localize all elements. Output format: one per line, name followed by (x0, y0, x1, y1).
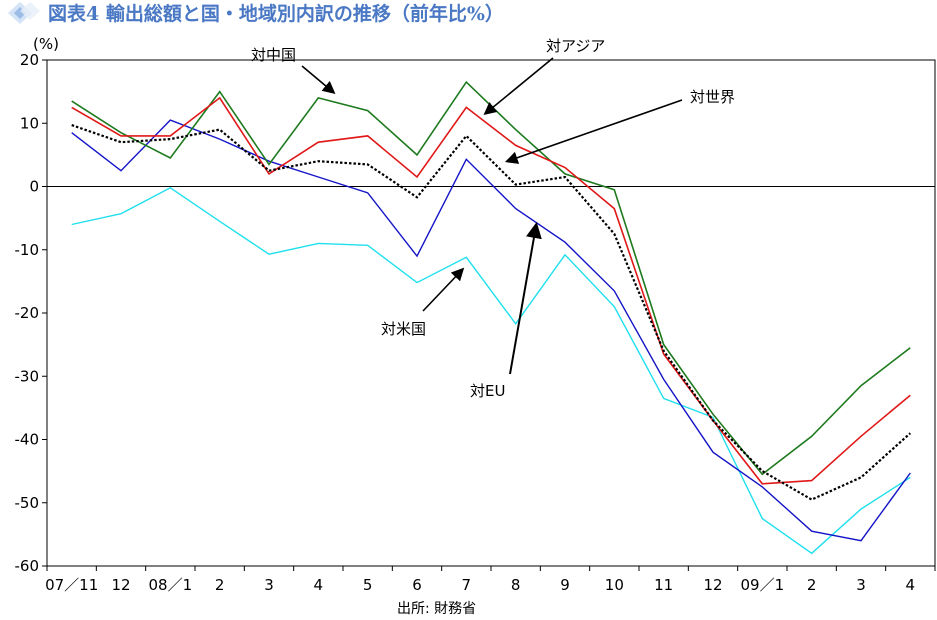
x-tick-label: 3 (264, 576, 274, 594)
x-tick-label: 12 (703, 576, 722, 594)
plot-frame (46, 59, 936, 567)
y-tick-label: 20 (20, 51, 39, 69)
x-tick-label: 2 (215, 576, 225, 594)
diamond-icon (8, 2, 40, 24)
x-tick-label: 5 (363, 576, 373, 594)
x-tick-label: 11 (654, 576, 673, 594)
x-tick-label: 4 (906, 576, 916, 594)
annotation-world: 対世界 (690, 88, 735, 106)
y-axis: 20 10 0 -10 -20 -30 -40 -50 -60 (15, 51, 47, 575)
y-unit-label: (%) (33, 35, 59, 53)
x-tick-label: 10 (605, 576, 624, 594)
arrow-world (504, 99, 683, 164)
y-tick-label: -60 (15, 557, 40, 575)
x-tick-label: 4 (314, 576, 324, 594)
y-tick-label: -40 (15, 431, 40, 449)
title-banner: 図表4 輸出総額と国・地域別内訳の推移（前年比%） (8, 2, 504, 25)
annotation-us: 対米国 (381, 320, 426, 338)
y-tick-label: -50 (15, 494, 40, 512)
x-tick-label: 07／11 (45, 576, 98, 594)
series-layer (71, 80, 912, 555)
x-tick-label: 2 (807, 576, 817, 594)
x-tick-label: 9 (560, 576, 570, 594)
series-line-0 (71, 80, 911, 476)
y-tick-label: -20 (15, 304, 40, 322)
series-line-1 (71, 96, 911, 485)
arrow-us (422, 267, 465, 312)
annotation-asia: 対アジア (546, 37, 605, 55)
x-tick-label: 7 (462, 576, 472, 594)
annotations: 対中国 対アジア 対世界 対米国 対EU (251, 37, 735, 400)
x-tick-label: 8 (511, 576, 521, 594)
x-tick-label: 12 (111, 576, 130, 594)
chart-title: 図表4 輸出総額と国・地域別内訳の推移（前年比%） (48, 2, 504, 25)
series-line-2 (71, 124, 912, 501)
x-axis: 07／11 12 08／1 2 3 4 5 6 7 8 9 10 11 12 09／1 2 3 4 (45, 566, 936, 594)
y-tick-label: -10 (15, 241, 40, 259)
x-tick-label: 3 (856, 576, 866, 594)
arrow-eu (509, 222, 542, 375)
y-tick-label: 10 (20, 114, 39, 132)
x-tick-label: 6 (412, 576, 422, 594)
y-tick-label: 0 (29, 178, 39, 196)
series-line-4 (71, 186, 911, 555)
y-tick-label: -30 (15, 367, 40, 385)
x-tick-label: 09／1 (741, 576, 785, 594)
annotation-eu: 対EU (470, 382, 505, 400)
annotation-china: 対中国 (251, 46, 296, 64)
arrow-china (301, 65, 336, 95)
x-tick-label: 08／1 (149, 576, 193, 594)
source-note: 出所: 財務省 (397, 601, 476, 617)
series-line-3 (71, 119, 911, 542)
arrow-asia (483, 57, 554, 116)
